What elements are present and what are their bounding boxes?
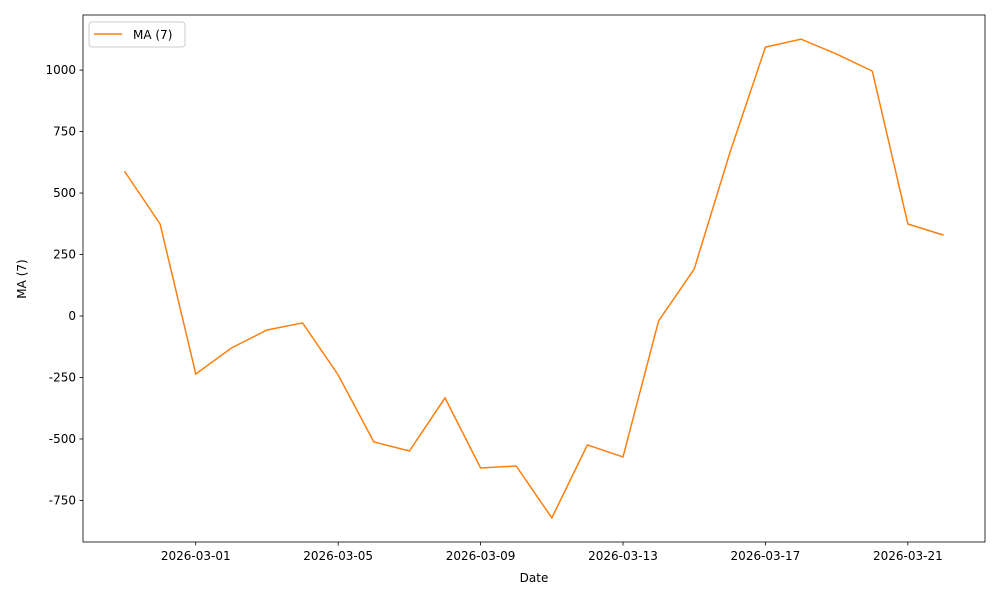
- legend: MA (7): [89, 22, 185, 47]
- y-tick-label: 250: [53, 248, 76, 262]
- x-axis-label: Date: [520, 571, 549, 585]
- legend-label: MA (7): [133, 28, 172, 42]
- plot-frame: [83, 15, 985, 542]
- y-tick-label: -250: [49, 370, 76, 384]
- series-line-ma7: [125, 39, 944, 518]
- x-tick-label: 2026-03-17: [731, 549, 801, 563]
- x-tick-label: 2026-03-13: [588, 549, 658, 563]
- y-tick-label: 500: [53, 186, 76, 200]
- x-tick-label: 2026-03-09: [446, 549, 516, 563]
- y-tick-label: 0: [68, 309, 76, 323]
- y-axis-label: MA (7): [15, 259, 29, 298]
- x-tick-label: 2026-03-21: [873, 549, 943, 563]
- x-tick-label: 2026-03-05: [303, 549, 373, 563]
- y-tick-label: -750: [49, 493, 76, 507]
- x-tick-label: 2026-03-01: [161, 549, 231, 563]
- y-tick-label: 750: [53, 125, 76, 139]
- y-tick-label: -500: [49, 432, 76, 446]
- y-tick-label: 1000: [45, 63, 76, 77]
